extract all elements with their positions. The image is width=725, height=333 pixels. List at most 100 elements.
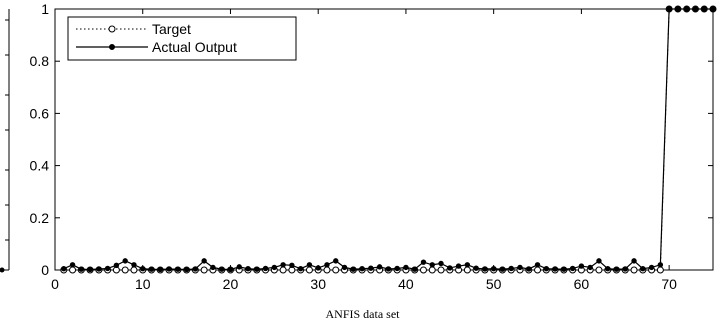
target-point [305,266,313,274]
legend-target-label: Target [152,21,191,37]
actual-output-point [482,266,488,272]
y-tick-label: 0.2 [30,210,50,226]
actual-output-point [613,266,620,272]
actual-output-point [96,266,102,272]
actual-output-point [666,6,672,12]
target-point [437,266,445,274]
actual-output-point [394,265,400,272]
actual-output-point [368,265,374,271]
actual-output-point [87,266,93,273]
actual-output-point [473,265,479,271]
actual-output-point [333,258,339,264]
actual-output-point [508,265,514,272]
actual-output-point [324,262,330,268]
actual-output-point [499,266,506,272]
actual-output-point [359,265,365,272]
y-tick-label: 0 [41,262,49,278]
actual-output-point [561,266,567,272]
actual-output-point [289,262,295,268]
legend-actual-label: Actual Output [152,39,237,55]
actual-output-point [526,266,532,272]
x-tick-label: 10 [135,276,151,292]
x-tick-label: 20 [223,276,239,292]
actual-output-point [341,264,348,271]
target-point [332,266,340,274]
target-point [534,266,542,274]
x-tick-label: 60 [574,276,590,292]
actual-output-point [262,265,269,272]
actual-output-point [236,264,242,270]
series-layer [60,5,717,274]
actual-output-point [403,264,409,271]
actual-output-point [201,258,207,264]
actual-output-point [701,6,707,12]
actual-output-point [605,265,611,272]
target-point [69,266,77,274]
target-point [595,266,603,274]
actual-output-point [631,258,637,264]
actual-output-point [710,6,716,12]
legend-box [67,16,297,61]
x-tick-label: 40 [398,276,414,292]
legend-actual-marker [109,44,115,50]
actual-output-point [210,264,216,271]
actual-output-point [306,262,313,268]
actual-output-point [490,265,497,272]
actual-output-point [192,266,199,272]
actual-output-point [157,266,163,273]
series-actual-output [61,6,716,273]
figure-caption: ANFIS data set [325,307,400,321]
target-point [121,266,129,274]
left-partial-panel [0,9,10,273]
actual-output-point [622,266,628,272]
target-point [630,266,638,274]
actual-output-point [271,264,278,271]
actual-output-point [227,266,234,273]
actual-output-point [675,6,681,12]
actual-output-point [692,6,699,12]
y-tick-label: 1 [41,1,49,17]
actual-output-point [420,259,427,265]
y-tick-label: 0.4 [30,158,50,174]
actual-output-point [148,266,155,272]
legend-target-marker [108,25,116,33]
target-point [656,266,664,274]
actual-output-point [245,265,251,272]
actual-output-point [552,266,558,272]
y-tick-label: 0.8 [30,53,50,69]
actual-output-point [61,265,67,272]
actual-output-point [140,265,146,272]
actual-output-point [218,266,225,272]
actual-output-point [376,264,383,270]
actual-output-point [385,266,392,272]
x-tick-label: 0 [51,276,59,292]
actual-output-point [175,266,181,272]
target-point [200,266,208,274]
y-tick-label: 0.6 [30,105,50,121]
actual-output-point [464,262,471,268]
x-tick-label: 70 [661,276,677,292]
actual-output-point [183,266,190,273]
actual-output-point [438,260,444,267]
actual-output-point [543,265,550,272]
actual-output-point [131,262,137,268]
actual-output-point [69,262,76,268]
actual-output-point [429,262,435,268]
target-point [419,266,427,274]
actual-output-point [587,264,593,271]
actual-output-point [447,265,453,271]
actual-output-point [104,265,111,272]
actual-output-point [254,266,260,272]
actual-output-point [280,262,286,268]
legend: Target Actual Output [67,16,297,61]
actual-output-point [113,262,120,268]
target-point [323,266,331,274]
target-point [428,266,436,274]
actual-output-point [640,265,646,272]
actual-output-point [78,266,85,272]
left-panel-marker [0,267,5,273]
target-point [279,266,287,274]
actual-output-point [122,258,128,264]
actual-output-point [350,266,356,272]
